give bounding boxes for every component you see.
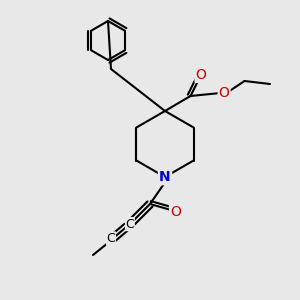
Text: O: O (219, 86, 230, 100)
Text: C: C (125, 218, 134, 231)
Text: N: N (159, 170, 171, 184)
Text: O: O (170, 205, 181, 218)
Text: O: O (196, 68, 206, 82)
Text: C: C (106, 232, 116, 245)
